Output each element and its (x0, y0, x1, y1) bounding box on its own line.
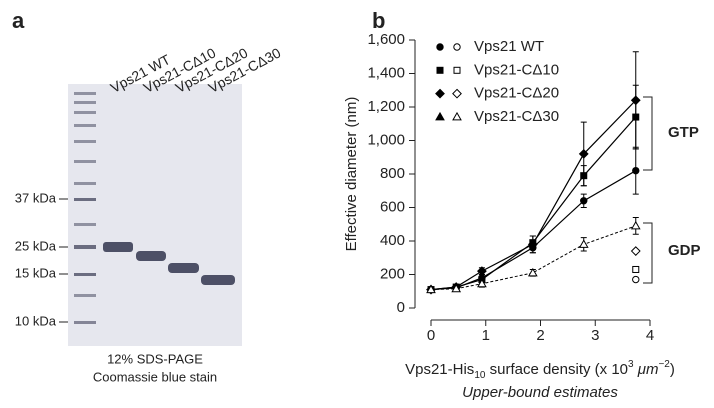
x-axis-title-part: ) (670, 361, 675, 378)
point (630, 95, 641, 106)
marker-label: 10 kDa (15, 313, 57, 328)
gel (68, 84, 242, 346)
x-tick-label: 0 (427, 327, 435, 344)
y-tick-label: 800 (380, 165, 405, 182)
point (451, 283, 462, 293)
y-tick-label: 1,000 (367, 131, 405, 148)
y-tick-label: 1,200 (367, 98, 405, 115)
series-line (430, 225, 636, 291)
legend-marker (453, 43, 461, 51)
y-tick-label: 200 (380, 265, 405, 282)
legend-marker (435, 88, 445, 99)
x-tick-label: 2 (536, 327, 544, 344)
legend-marker (436, 66, 444, 74)
x-axis-title-part: Vps21-His (405, 361, 474, 378)
point (580, 197, 588, 205)
marker-label: 25 kDa (15, 238, 57, 253)
annotation: GTP (668, 124, 699, 141)
x-axis-title-part: 3 (628, 359, 634, 370)
marker-label: 15 kDa (15, 265, 57, 280)
y-tick-label: 600 (380, 198, 405, 215)
point (477, 266, 487, 277)
legend-marker (452, 88, 462, 99)
caption: 12% SDS-PAGE (107, 351, 203, 366)
point (630, 220, 641, 230)
y-tick-label: 1,600 (367, 31, 405, 48)
series-line (430, 99, 637, 291)
y-tick-label: 0 (397, 299, 405, 316)
point (527, 239, 538, 250)
point (632, 166, 640, 175)
point (578, 239, 589, 248)
point (578, 148, 589, 159)
legend-label: Vps21 WT (474, 38, 544, 55)
series-line (430, 170, 637, 291)
legend-label: Vps21-CΔ20 (474, 85, 559, 102)
marker-label: 37 kDa (15, 190, 57, 205)
legend-label: Vps21-CΔ10 (474, 61, 559, 78)
point (632, 275, 640, 284)
panel-letter: a (12, 8, 25, 33)
y-axis-title: Effective diameter (nm) (343, 97, 360, 252)
ladder (74, 92, 96, 324)
point (426, 284, 436, 294)
x-tick-label: 4 (646, 327, 654, 344)
legend-marker (452, 111, 462, 121)
x-tick-label: 1 (482, 327, 490, 344)
legend-marker (435, 111, 445, 121)
legend-marker (436, 43, 444, 51)
y-tick-label: 400 (380, 232, 405, 249)
panel-letter: b (372, 8, 385, 33)
annotation-bracket (643, 96, 653, 284)
point (632, 265, 640, 273)
point (630, 246, 641, 256)
annotation: GDP (668, 242, 701, 259)
x-axis-title: Vps21-His10 surface density (x 103 μm−2) (405, 359, 675, 381)
x-axis-title-part: μm (634, 361, 659, 378)
x-axis-title-part: 10 (474, 370, 486, 381)
point (477, 278, 487, 288)
sample-bands (103, 242, 235, 285)
y-tick-label: 1,400 (367, 64, 405, 81)
x-axis-title-part: −2 (658, 359, 670, 370)
legend-marker (453, 66, 461, 74)
point (527, 267, 538, 277)
series-line (430, 116, 637, 291)
caption: Coomassie blue stain (93, 369, 217, 384)
subtitle: Upper-bound estimates (462, 384, 618, 401)
x-tick-label: 3 (591, 327, 599, 344)
x-axis-title-part: surface density (x 10 (485, 361, 628, 378)
legend-label: Vps21-CΔ30 (474, 108, 559, 125)
